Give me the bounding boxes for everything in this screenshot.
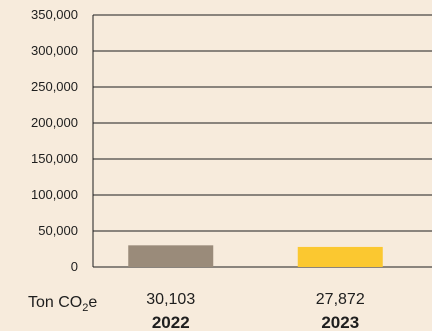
y-tick-label: 0 bbox=[71, 259, 78, 274]
unit-prefix: Ton CO bbox=[28, 294, 82, 311]
category-label: 2023 bbox=[321, 313, 359, 331]
bar-2022 bbox=[128, 245, 214, 267]
y-tick-label: 250,000 bbox=[31, 79, 78, 94]
bars bbox=[128, 245, 383, 267]
unit-suffix: e bbox=[88, 294, 97, 311]
value-label: 27,872 bbox=[316, 291, 365, 308]
bar-2023 bbox=[297, 246, 383, 267]
y-tick-label: 50,000 bbox=[38, 223, 78, 238]
y-tick-label: 350,000 bbox=[31, 7, 78, 22]
grid-lines bbox=[93, 14, 432, 268]
value-label: 30,103 bbox=[146, 291, 195, 308]
unit-subscript: 2 bbox=[82, 302, 88, 314]
category-label: 2022 bbox=[152, 313, 190, 331]
y-tick-label: 300,000 bbox=[31, 43, 78, 58]
y-tick-label: 100,000 bbox=[31, 187, 78, 202]
bar-labels: 30,103 2022 27,872 2023 bbox=[146, 291, 365, 331]
unit-label: Ton CO2e bbox=[28, 294, 97, 314]
y-tick-label: 150,000 bbox=[31, 151, 78, 166]
y-tick-label: 200,000 bbox=[31, 115, 78, 130]
y-axis-tick-labels: 0 50,000 100,000 150,000 200,000 250,000 300,0… bbox=[31, 7, 78, 274]
